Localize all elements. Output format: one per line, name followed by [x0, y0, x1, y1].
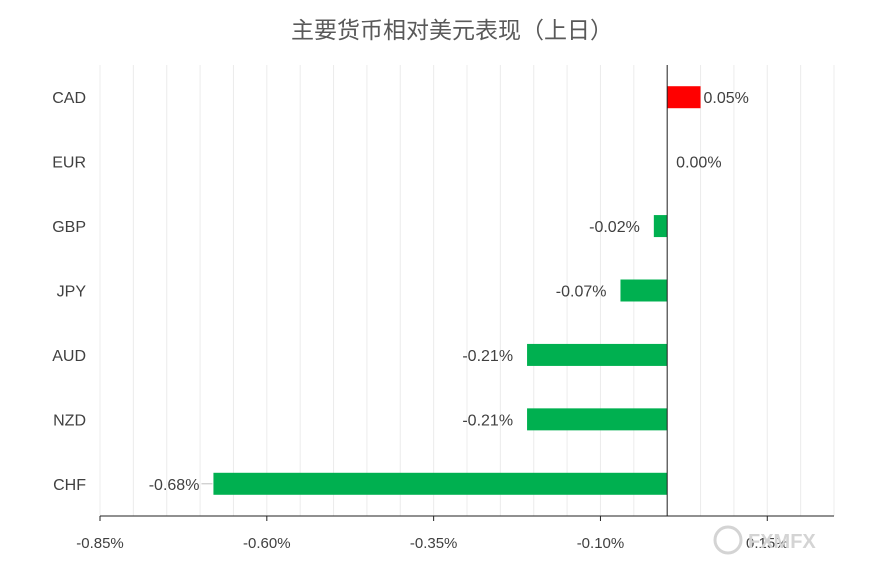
grid-lines: [99, 65, 835, 516]
bar-aud: [527, 343, 668, 366]
watermark: FXMFX: [713, 525, 816, 555]
bar-nzd: [527, 408, 668, 431]
axes: -0.85% -0.60% -0.35% -0.10% 0.15%: [76, 65, 834, 552]
category-label-eur: EUR: [52, 155, 86, 172]
bar-gbp: [653, 215, 668, 238]
data-label-cad: 0.05%: [704, 90, 749, 107]
labels: CAD 0.05% EUR 0.00% GBP -0.02% JPY -0.07% AUD -0.…: [52, 90, 749, 494]
category-label-gbp: GBP: [52, 219, 86, 236]
x-tick-label: -0.10%: [577, 535, 625, 552]
watermark-text: FXMFX: [748, 531, 816, 553]
chart-title: 主要货币相对美元表现（上日）: [291, 18, 613, 44]
bar-cad: [667, 86, 701, 109]
data-label-aud: -0.21%: [462, 348, 513, 365]
data-label-chf: -0.68%: [149, 477, 200, 494]
watermark-logo-icon: [713, 525, 743, 555]
category-label-aud: AUD: [52, 348, 86, 365]
x-tick-label: -0.35%: [410, 535, 458, 552]
data-label-gbp: -0.02%: [589, 219, 640, 236]
data-label-jpy: -0.07%: [556, 284, 607, 301]
x-tick-label: -0.60%: [243, 535, 291, 552]
category-label-chf: CHF: [53, 477, 86, 494]
data-label-nzd: -0.21%: [462, 412, 513, 429]
category-label-nzd: NZD: [53, 412, 86, 429]
x-tick-label: -0.85%: [76, 535, 124, 552]
x-tick-label: 0.15%: [746, 535, 789, 552]
category-label-jpy: JPY: [57, 284, 87, 301]
data-label-eur: 0.00%: [676, 155, 721, 172]
bar-chf: [213, 472, 668, 495]
category-label-cad: CAD: [52, 90, 86, 107]
bars: [213, 86, 701, 495]
bar-jpy: [620, 279, 668, 302]
